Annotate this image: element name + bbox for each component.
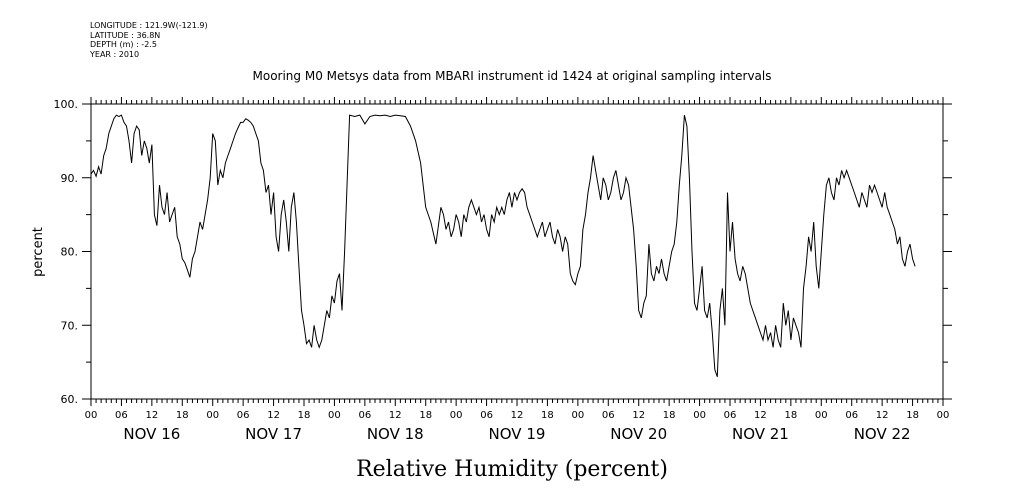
day-label: NOV 20 — [610, 425, 667, 443]
x-tick-label: 12 — [145, 410, 158, 421]
x-tick-label: 00 — [85, 410, 98, 421]
y-tick-label: 80. — [61, 246, 79, 259]
longitude-text: LONGITUDE : 121.9W(-121.9) — [90, 21, 208, 30]
axis-ticks — [82, 97, 952, 406]
x-tick-label: 12 — [632, 410, 645, 421]
x-tick-label: 06 — [237, 410, 250, 421]
y-tick-label: 70. — [61, 319, 79, 332]
x-tick-label: 06 — [480, 410, 493, 421]
x-tick-label: 12 — [876, 410, 889, 421]
x-tick-label: 18 — [419, 410, 432, 421]
day-label: NOV 18 — [367, 425, 424, 443]
chart-title: Mooring M0 Metsys data from MBARI instru… — [253, 69, 772, 83]
x-tick-label: 06 — [115, 410, 128, 421]
x-tick-label: 12 — [389, 410, 402, 421]
depth-text: DEPTH (m) : -2.5 — [90, 40, 157, 49]
day-label: NOV 22 — [854, 425, 911, 443]
day-labels: NOV 16 NOV 17 NOV 18 NOV 19 NOV 20 NOV 21 NOV … — [123, 425, 910, 443]
x-tick-labels: 00 06 12 18 00 06 12 18 00 06 12 18 00 06 12 18 00 06 12 18… — [85, 410, 950, 421]
x-tick-label: 18 — [541, 410, 554, 421]
x-axis-label: Relative Humidity (percent) — [356, 457, 668, 482]
x-tick-label: 00 — [206, 410, 219, 421]
x-tick-label: 00 — [815, 410, 828, 421]
x-tick-label: 18 — [298, 410, 311, 421]
y-axis-label: percent — [31, 227, 46, 277]
x-tick-label: 06 — [724, 410, 737, 421]
x-tick-label: 12 — [267, 410, 280, 421]
year-text: YEAR : 2010 — [90, 49, 140, 59]
day-label: NOV 17 — [245, 425, 302, 443]
x-tick-label: 06 — [358, 410, 371, 421]
y-tick-label: 90. — [61, 172, 79, 185]
x-tick-label: 18 — [906, 410, 919, 421]
x-tick-label: 00 — [937, 410, 950, 421]
x-tick-label: 12 — [754, 410, 767, 421]
x-tick-label: 06 — [602, 410, 615, 421]
day-label: NOV 16 — [123, 425, 180, 443]
x-tick-label: 00 — [693, 410, 706, 421]
latitude-text: LATITUDE : 36.8N — [90, 30, 161, 40]
x-tick-label: 12 — [511, 410, 524, 421]
x-tick-label: 18 — [784, 410, 797, 421]
x-tick-label: 06 — [845, 410, 858, 421]
x-tick-label: 18 — [176, 410, 189, 421]
y-tick-label: 100. — [54, 98, 79, 111]
x-tick-label: 00 — [571, 410, 584, 421]
y-tick-labels: 60. 70. 80. 90. 100. — [54, 98, 79, 406]
y-tick-label: 60. — [61, 393, 79, 406]
metadata-block: LONGITUDE : 121.9W(-121.9) LATITUDE : 36… — [90, 21, 208, 59]
day-label: NOV 19 — [489, 425, 546, 443]
x-tick-label: 00 — [450, 410, 463, 421]
x-tick-label: 18 — [663, 410, 676, 421]
humidity-series-line — [90, 114, 916, 378]
day-label: NOV 21 — [732, 425, 789, 443]
x-tick-label: 00 — [328, 410, 341, 421]
